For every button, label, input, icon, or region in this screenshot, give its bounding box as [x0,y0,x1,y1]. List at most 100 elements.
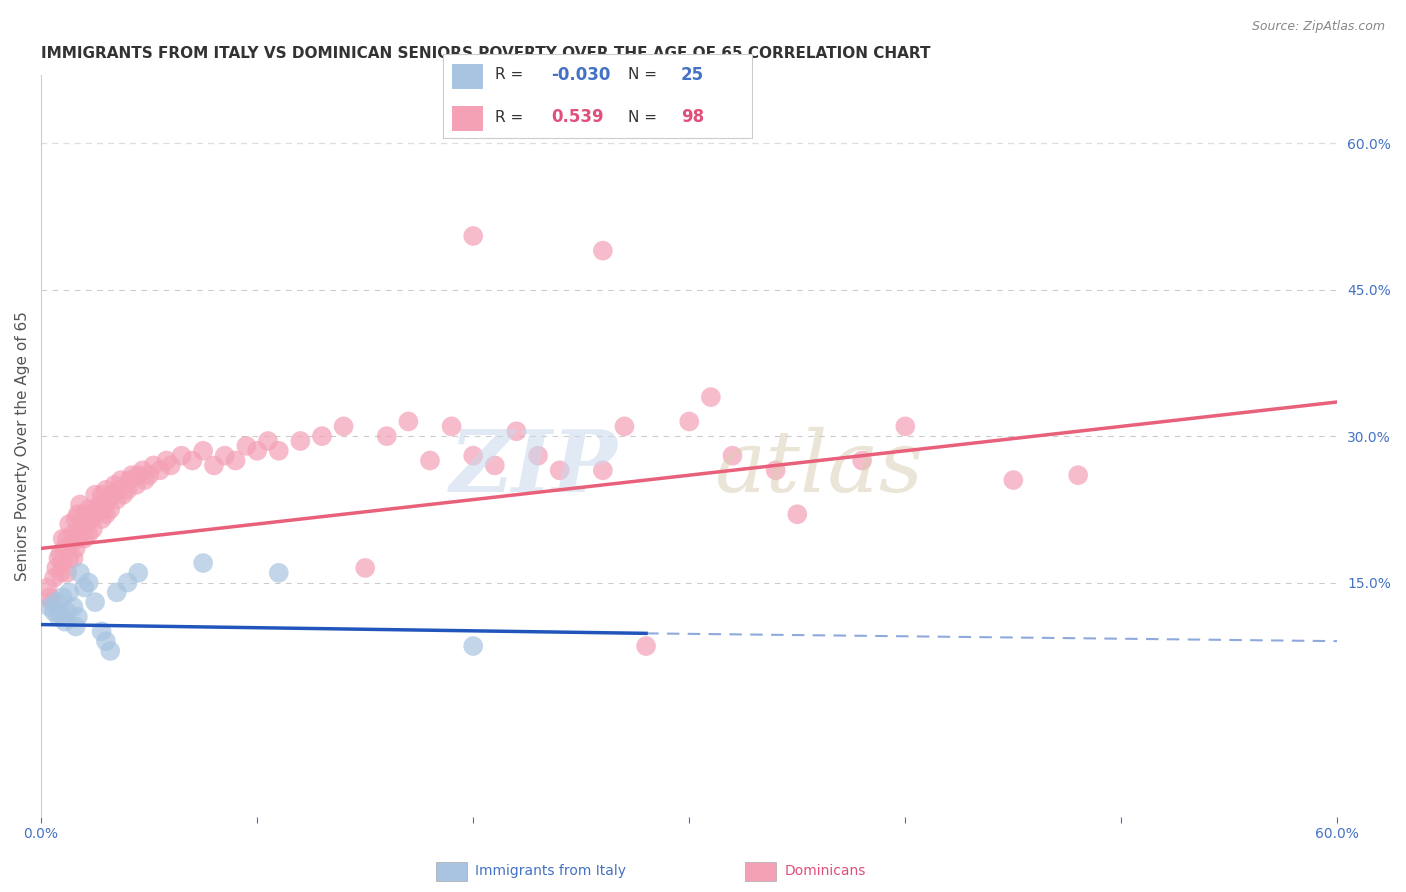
Point [56,532,79,546]
Point [49,566,72,580]
Point [45,561,67,575]
Point [138,468,160,483]
Point [613,419,636,434]
Text: ZIP: ZIP [450,426,619,510]
Point [110,473,132,487]
Point [463,229,485,244]
Point [86,502,108,516]
Text: atlas: atlas [714,426,924,509]
Point [42,571,65,585]
Point [69,566,91,580]
Point [191,556,214,570]
Point [592,463,614,477]
Point [127,566,149,580]
Point [42,605,65,619]
Point [181,453,204,467]
Point [159,458,181,473]
Y-axis label: Seniors Poverty Over the Age of 65: Seniors Poverty Over the Age of 65 [15,311,30,581]
Point [225,453,247,467]
Point [41,595,63,609]
Text: N =: N = [628,67,662,82]
Point [851,453,873,467]
Point [89,498,111,512]
Point [463,639,485,653]
Point [332,419,354,434]
Text: 25: 25 [681,66,704,84]
Point [894,419,917,434]
Point [84,595,107,609]
Point [103,478,125,492]
Point [76,516,98,531]
Point [49,546,72,560]
Text: 0.539: 0.539 [551,108,603,126]
Point [127,468,149,483]
Point [98,644,121,658]
Point [267,566,290,580]
Point [58,516,80,531]
Point [77,575,100,590]
Point [65,512,87,526]
Text: Dominicans: Dominicans [785,864,866,879]
Point [65,541,87,556]
Point [267,443,290,458]
Point [90,624,112,639]
Point [53,541,76,556]
Point [118,473,141,487]
Point [101,488,124,502]
Point [354,561,377,575]
Point [58,585,80,599]
FancyBboxPatch shape [453,106,484,131]
Point [97,492,120,507]
Text: R =: R = [495,110,529,125]
Point [721,449,744,463]
Point [134,473,156,487]
Point [170,449,193,463]
Point [70,516,93,531]
Text: Source: ZipAtlas.com: Source: ZipAtlas.com [1251,20,1385,33]
Point [52,556,75,570]
Point [311,429,333,443]
Point [117,575,139,590]
Point [62,551,84,566]
Point [105,492,128,507]
Point [69,526,91,541]
Point [98,502,121,516]
Point [419,453,441,467]
Point [93,502,115,516]
Point [62,599,84,614]
Point [155,453,177,467]
Point [634,639,657,653]
Point [786,508,808,522]
Point [94,634,117,648]
Point [73,581,96,595]
Point [58,551,80,566]
Point [112,488,135,502]
Point [73,532,96,546]
Text: Immigrants from Italy: Immigrants from Italy [475,864,626,879]
Point [290,434,312,448]
Point [65,619,87,633]
Point [375,429,398,443]
Point [38,599,60,614]
Point [440,419,463,434]
Point [84,508,107,522]
Point [765,463,787,477]
Point [66,532,89,546]
Text: N =: N = [628,110,662,125]
Point [48,551,70,566]
FancyBboxPatch shape [453,63,484,89]
Point [82,522,104,536]
Point [94,483,117,497]
Point [484,458,506,473]
Point [527,449,550,463]
Point [105,585,128,599]
Text: -0.030: -0.030 [551,66,610,84]
Point [1002,473,1025,487]
Point [45,595,67,609]
Point [52,532,75,546]
Point [125,478,148,492]
Point [80,512,103,526]
Point [121,468,143,483]
Point [246,443,269,458]
Point [592,244,614,258]
